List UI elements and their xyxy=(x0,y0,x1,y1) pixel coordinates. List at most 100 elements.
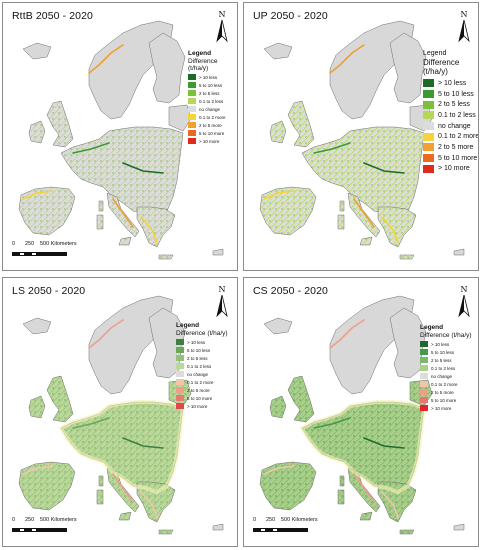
europe-map xyxy=(18,295,224,535)
scale-bar-segments xyxy=(253,528,353,532)
panel-title: UP 2050 - 2020 xyxy=(253,10,328,22)
legend-item: no change xyxy=(420,372,472,380)
legend-swatch xyxy=(420,397,428,403)
legend-swatch xyxy=(176,347,184,353)
legend-swatch xyxy=(176,363,184,369)
coastal-accent xyxy=(72,142,110,154)
legend-label: 5 to 10 less xyxy=(438,90,474,98)
legend-swatch xyxy=(423,122,434,131)
legend-swatch xyxy=(420,357,428,363)
region-sicily xyxy=(359,236,373,246)
coastal-accent xyxy=(22,465,54,475)
panel-title: LS 2050 - 2020 xyxy=(12,285,86,297)
legend-label: 2 to 5 less xyxy=(199,90,220,96)
region-sicily xyxy=(118,236,132,246)
scale-segment xyxy=(272,528,278,532)
scale-label: 250 xyxy=(25,517,35,523)
region-continent xyxy=(60,126,184,218)
scale-bar: 0 250 500 Kilometers xyxy=(253,517,373,539)
scale-label: 500 Kilometers xyxy=(40,517,77,523)
legend-label: > 10 less xyxy=(431,341,450,347)
legend-label: > 10 more xyxy=(438,165,470,173)
region-ireland xyxy=(269,120,287,144)
map-legend: Legend Difference (t/ha/y) > 10 less 5 to 1… xyxy=(423,50,478,174)
scale-segment xyxy=(25,528,31,532)
legend-subtitle: Difference (t/ha/y) xyxy=(420,332,472,339)
legend-title: Legend xyxy=(188,50,212,57)
region-glow xyxy=(299,400,427,495)
legend-swatch xyxy=(176,371,184,377)
coastal-accent xyxy=(112,198,134,228)
legend-item: 2 to 5 less xyxy=(420,356,472,364)
region-sicily xyxy=(359,511,373,521)
legend-item: 0.1 to 2 more xyxy=(420,380,472,388)
map-geography xyxy=(259,295,465,535)
legend-swatch xyxy=(420,381,428,387)
region-sicily xyxy=(118,511,132,521)
map-geography xyxy=(18,20,224,260)
legend-label: > 10 more xyxy=(431,405,452,411)
region-corsica xyxy=(98,200,104,212)
coastal-accent xyxy=(140,216,158,244)
legend-label: 0.1 to 2 more xyxy=(199,114,226,120)
scale-segment xyxy=(266,528,272,532)
coastal-accent xyxy=(363,162,405,174)
legend-label: 5 to 10 less xyxy=(187,347,211,353)
legend-swatch xyxy=(423,154,434,163)
europe-map xyxy=(259,20,465,260)
legend-label: 2 to 5 more xyxy=(187,387,210,393)
scale-segment xyxy=(19,528,25,532)
region-uk xyxy=(287,100,315,148)
region-balkans xyxy=(377,481,417,523)
north-label: N xyxy=(219,10,226,19)
region-balkans xyxy=(136,481,176,523)
scale-label: 250 xyxy=(266,517,276,523)
legend-swatch xyxy=(423,90,434,99)
region-italy xyxy=(347,192,381,238)
legend-item: 2 to 5 less xyxy=(423,99,478,110)
north-label: N xyxy=(461,10,468,19)
coastal-accent xyxy=(263,190,295,200)
legend-swatch xyxy=(420,349,428,355)
region-crete xyxy=(158,529,174,535)
legend-item: 0.1 to 2 more xyxy=(188,113,237,121)
region-finland xyxy=(148,32,186,104)
legend-swatch xyxy=(176,339,184,345)
legend-swatch xyxy=(420,389,428,395)
legend-item: 5 to 10 less xyxy=(420,348,472,356)
region-finland xyxy=(389,32,427,104)
coastal-accent xyxy=(329,319,365,349)
region-iberia xyxy=(259,461,317,511)
north-arrow-icon: N xyxy=(212,284,232,318)
north-label: N xyxy=(219,285,226,294)
scale-bar: 0 250 500 Kilometers xyxy=(12,241,132,263)
map-legend: Legend Difference (t/ha/y) > 10 less 5 to 1… xyxy=(420,324,472,412)
scale-label: 500 Kilometers xyxy=(281,517,318,523)
map-panel-cs: CS 2050 - 2020 N Legend Difference (t/ha/… xyxy=(243,277,479,547)
legend-label: 5 to 10 more xyxy=(199,130,225,136)
legend-item: 2 to 5 more xyxy=(176,386,228,394)
legend-label: 5 to 10 more xyxy=(187,395,213,401)
region-iberia xyxy=(259,186,317,236)
coastal-accent xyxy=(122,437,164,449)
region-iceland xyxy=(263,317,293,335)
legend-label: 5 to 10 more xyxy=(438,154,478,162)
legend-item: 2 to 5 more xyxy=(188,121,237,129)
legend-label: 2 to 5 more xyxy=(438,143,474,151)
legend-item: > 10 more xyxy=(176,402,228,410)
coastal-accent xyxy=(381,216,399,244)
legend-label: 0.1 to 2 more xyxy=(187,379,214,385)
legend-label: 5 to 10 less xyxy=(199,82,223,88)
legend-item: 5 to 10 less xyxy=(188,81,237,89)
legend-item: 5 to 10 more xyxy=(420,396,472,404)
scale-bar-segments xyxy=(12,528,112,532)
scale-segment xyxy=(12,528,19,532)
map-legend: Legend Difference (t/ha/y) > 10 less 5 to 1… xyxy=(188,50,237,145)
north-arrow-icon: N xyxy=(454,9,474,43)
scale-label: 500 Kilometers xyxy=(40,241,77,247)
legend-subtitle: Difference (t/ha/y) xyxy=(176,330,228,337)
scale-segment xyxy=(260,528,266,532)
legend-label: 5 to 10 more xyxy=(431,397,457,403)
region-cyprus xyxy=(212,523,224,531)
north-arrow-icon: N xyxy=(212,9,232,43)
